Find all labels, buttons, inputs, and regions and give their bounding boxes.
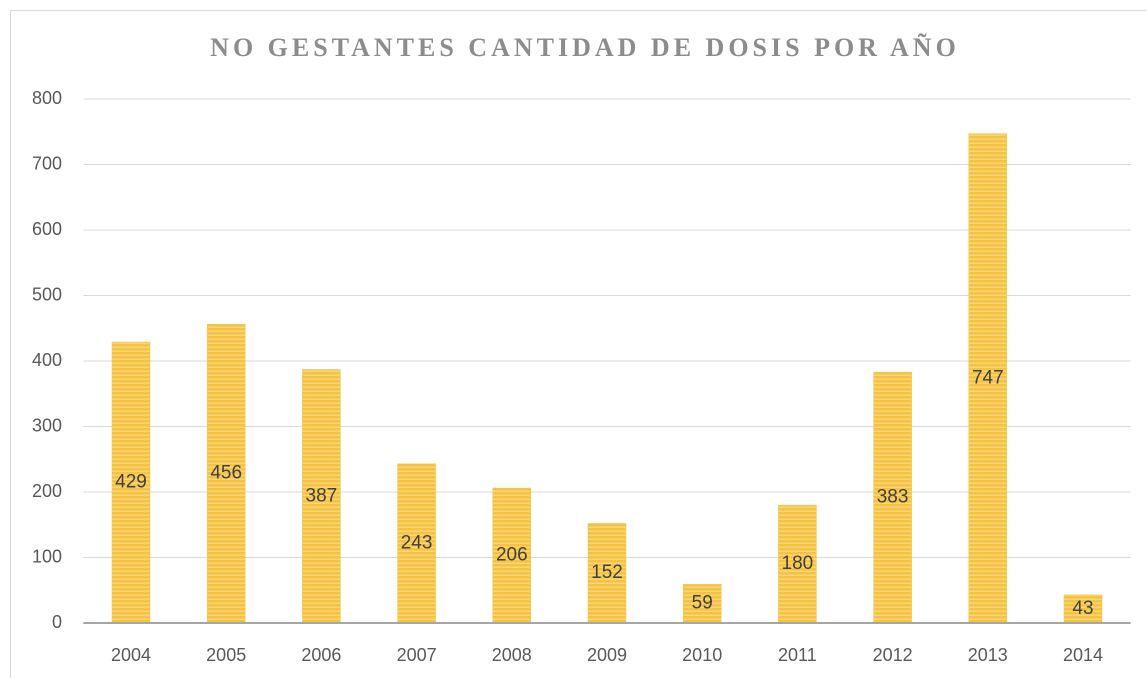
data-label: 383 <box>877 487 909 508</box>
bar <box>587 523 627 624</box>
bar <box>206 324 246 624</box>
y-tick-label: 0 <box>52 612 62 632</box>
data-label: 43 <box>1072 598 1093 619</box>
x-tick-label: 2013 <box>968 645 1008 665</box>
data-label: 152 <box>591 562 623 583</box>
y-tick-label: 200 <box>32 481 62 501</box>
data-label: 206 <box>496 545 528 566</box>
bar <box>778 504 817 624</box>
x-tick-label: 2010 <box>682 645 722 665</box>
y-tick-label: 700 <box>32 153 62 173</box>
data-label: 456 <box>210 463 242 484</box>
y-tick-label: 600 <box>32 219 62 239</box>
data-label: 387 <box>306 485 338 506</box>
chart-title: NO GESTANTES CANTIDAD DE DOSIS POR AÑO <box>210 33 960 62</box>
data-label: 747 <box>972 367 1004 388</box>
bar <box>1063 594 1103 624</box>
bar <box>397 463 436 624</box>
y-tick-label: 300 <box>32 415 62 435</box>
x-tick-label: 2004 <box>111 645 151 665</box>
x-tick-label: 2008 <box>492 645 532 665</box>
bar <box>492 487 532 624</box>
y-tick-label: 100 <box>32 546 62 566</box>
x-tick-label: 2009 <box>587 645 627 665</box>
x-tick-label: 2011 <box>778 645 817 665</box>
x-tick-label: 2005 <box>206 645 246 665</box>
data-label: 59 <box>692 593 713 614</box>
x-tick-label: 2006 <box>301 645 341 665</box>
x-tick-label: 2007 <box>397 645 437 665</box>
y-tick-label: 400 <box>32 350 62 370</box>
data-label: 243 <box>401 532 433 553</box>
bar <box>968 133 1008 624</box>
bar <box>682 584 722 624</box>
data-label: 429 <box>115 472 147 493</box>
chart-frame <box>10 10 1147 678</box>
y-tick-label: 500 <box>32 284 62 304</box>
x-tick-label: 2012 <box>873 645 913 665</box>
bar <box>302 369 341 624</box>
data-label: 180 <box>782 553 814 574</box>
x-tick-label: 2014 <box>1063 645 1103 665</box>
bar <box>873 371 912 624</box>
y-tick-label: 800 <box>32 88 62 108</box>
